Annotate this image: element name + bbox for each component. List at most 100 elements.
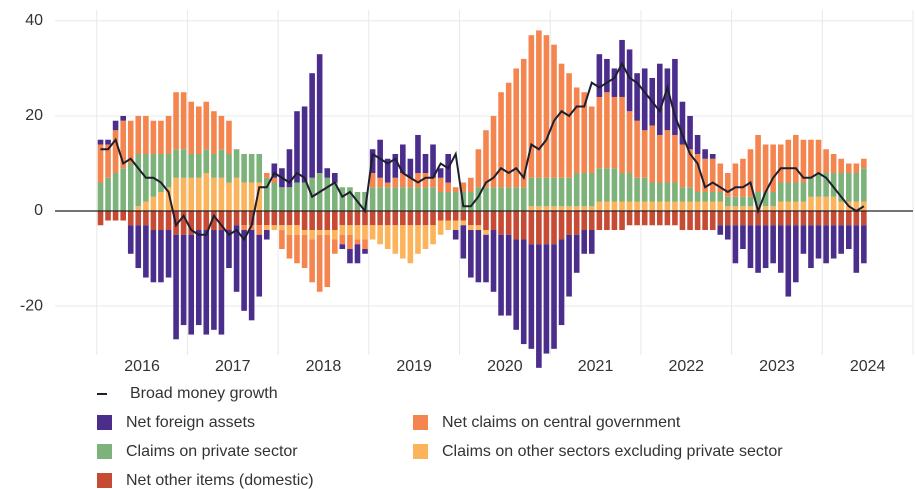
bar-segment — [377, 211, 383, 226]
bar-segment — [369, 187, 376, 212]
bar-segment — [241, 182, 247, 212]
bar-segment — [362, 239, 368, 250]
bar-segment — [800, 225, 807, 254]
bar-segment — [626, 201, 633, 212]
bar-segment — [188, 153, 195, 178]
bar-segment — [853, 172, 860, 202]
bar-segment — [97, 139, 104, 145]
bar-segment — [180, 177, 187, 212]
bar-segment — [422, 211, 429, 226]
bar-segment — [422, 172, 429, 188]
bar-segment — [271, 211, 278, 226]
bar-segment — [279, 211, 285, 226]
bar-segment — [762, 192, 769, 207]
bar-segment — [830, 196, 837, 212]
bar-segment — [347, 211, 353, 226]
bar-segment — [830, 211, 837, 226]
bar-segment — [407, 158, 414, 178]
bar-segment — [505, 211, 512, 235]
bar-segment — [709, 201, 716, 212]
bar-segment — [135, 211, 142, 226]
bar-segment — [475, 149, 482, 188]
bar-segment — [641, 201, 648, 212]
bar-segment — [332, 239, 338, 254]
bar-segment — [702, 211, 708, 231]
bar-segment — [377, 177, 383, 188]
bar-segment — [211, 211, 217, 231]
bar-segment — [785, 211, 792, 226]
bar-segment — [483, 130, 489, 188]
bar-segment — [452, 192, 459, 212]
bar-segment — [732, 206, 739, 212]
bar-segment — [218, 230, 225, 335]
bar-segment — [861, 211, 867, 226]
bar-segment — [294, 225, 300, 235]
bar-segment — [656, 182, 663, 202]
bar-segment — [430, 211, 436, 226]
bar-segment — [732, 196, 739, 207]
bar-segment — [785, 201, 792, 212]
bar-segment — [558, 63, 565, 178]
bar-segment — [430, 225, 436, 245]
bar-segment — [626, 111, 633, 173]
bar-segment — [188, 177, 195, 212]
bar-segment — [656, 201, 663, 212]
bar-segment — [150, 196, 157, 212]
bar-segment — [490, 211, 497, 231]
bar-segment — [354, 239, 361, 245]
bar-segment — [543, 177, 550, 207]
bar-segment — [520, 239, 527, 345]
bar-segment — [634, 211, 640, 226]
bar-segment — [694, 201, 701, 212]
bar-segment — [407, 187, 414, 212]
bar-segment — [611, 201, 618, 212]
bar-segment — [528, 211, 535, 245]
bar-segment — [520, 211, 527, 240]
bar-segment — [316, 211, 323, 231]
bar-segment — [263, 177, 270, 212]
bar-segment — [203, 172, 210, 212]
bar-segment — [332, 172, 338, 183]
bar-segment — [294, 182, 300, 212]
bar-segment — [717, 225, 724, 235]
bar-segment — [165, 187, 172, 212]
bar-segment — [747, 211, 754, 226]
bar-segment — [362, 249, 368, 254]
bar-segment — [793, 201, 799, 212]
legend-swatch — [97, 473, 112, 488]
bar-segment — [543, 211, 550, 245]
bar-segment — [203, 101, 210, 150]
bar-segment — [188, 234, 195, 335]
bar-segment — [218, 177, 225, 212]
legend-label: Claims on other sectors excluding privat… — [442, 443, 783, 460]
bar-segment — [324, 168, 331, 178]
bar-segment — [301, 234, 308, 269]
legend-label: Net claims on central government — [442, 414, 681, 431]
bar-segment — [566, 234, 572, 297]
bar-segment — [203, 211, 210, 231]
bar-segment — [415, 211, 421, 226]
bar-segment — [468, 230, 474, 278]
bar-segment — [785, 182, 792, 202]
bar-segment — [339, 234, 346, 245]
bar-segment — [226, 230, 232, 269]
bar-segment — [528, 35, 535, 178]
bar-segment — [679, 201, 686, 212]
bar-segment — [793, 225, 799, 283]
bar-segment — [656, 134, 663, 183]
bar-segment — [233, 149, 240, 178]
bar-segment — [823, 225, 829, 264]
bar-segment — [777, 182, 784, 202]
bar-segment — [301, 230, 308, 235]
bar-segment — [702, 158, 708, 193]
bar-segment — [256, 225, 263, 235]
bar-segment — [853, 211, 860, 226]
bar-segment — [808, 211, 814, 226]
bar-segment — [309, 211, 315, 231]
bar-segment — [218, 149, 225, 178]
bar-segment — [641, 177, 648, 202]
bar-segment — [105, 139, 111, 145]
bar-segment — [452, 230, 459, 240]
